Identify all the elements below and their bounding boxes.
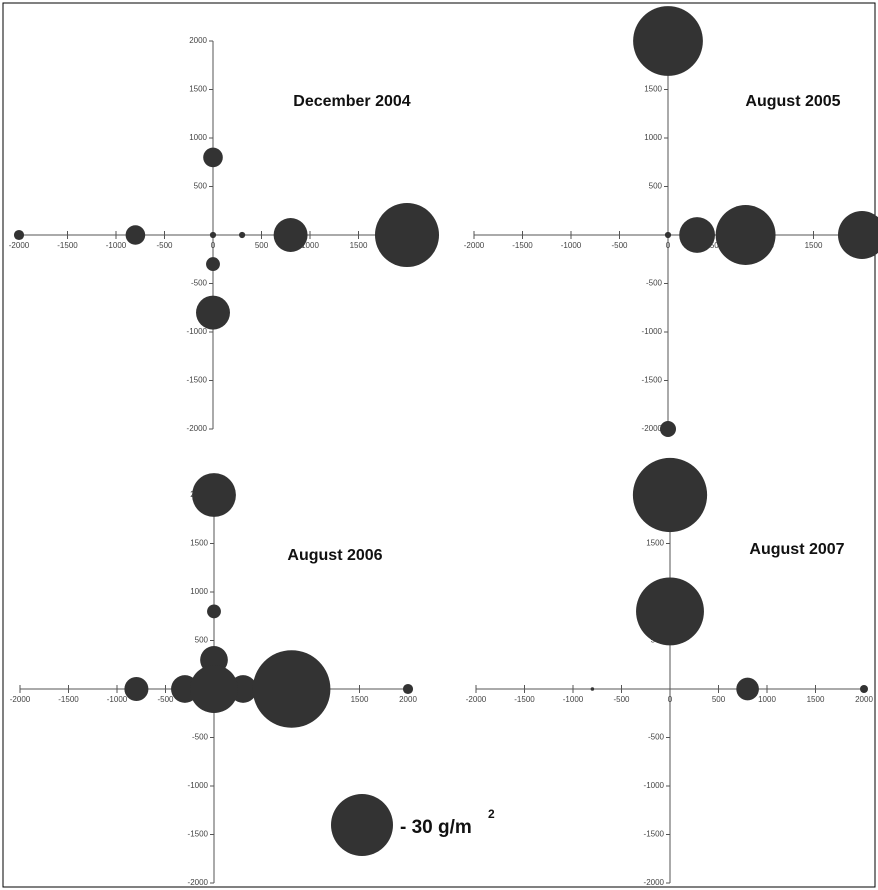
bubble — [859, 684, 869, 694]
y-tick-label: 1500 — [646, 539, 664, 548]
y-tick-label: -2000 — [644, 878, 665, 887]
y-tick-label: -1000 — [642, 327, 663, 336]
bubble — [189, 664, 239, 714]
bubble — [196, 295, 230, 330]
x-tick-label: 0 — [668, 695, 673, 704]
y-tick-label: -1500 — [642, 376, 663, 385]
bubble — [124, 676, 149, 702]
x-tick-label: -500 — [611, 241, 628, 250]
y-tick-label: -500 — [646, 279, 663, 288]
y-tick-label: -2000 — [188, 878, 209, 887]
y-tick-label: 500 — [649, 182, 663, 191]
x-tick-label: -2000 — [464, 241, 485, 250]
y-tick-label: 2000 — [189, 36, 207, 45]
chart-title: August 2005 — [745, 93, 840, 110]
x-tick-label: -2000 — [9, 241, 30, 250]
bubble — [633, 6, 703, 76]
x-tick-label: -1000 — [561, 241, 582, 250]
x-tick-label: -500 — [156, 241, 173, 250]
y-tick-label: -1500 — [644, 830, 665, 839]
y-tick-label: 500 — [194, 182, 208, 191]
x-tick-label: 0 — [666, 241, 671, 250]
y-tick-label: 1500 — [644, 85, 662, 94]
bubble — [374, 202, 440, 268]
chart-title: August 2007 — [749, 541, 844, 558]
x-tick-label: 500 — [712, 695, 726, 704]
bubble — [206, 257, 220, 272]
y-tick-label: -500 — [192, 733, 209, 742]
bubble — [252, 650, 331, 728]
y-tick-label: 1000 — [644, 133, 662, 142]
legend-superscript: 2 — [488, 807, 495, 821]
y-tick-label: 1500 — [190, 539, 208, 548]
x-tick-label: 1500 — [807, 695, 825, 704]
bubble — [636, 577, 704, 646]
y-tick-label: -1000 — [644, 781, 665, 790]
chart-title: December 2004 — [293, 93, 411, 110]
bubble — [125, 225, 146, 245]
bubble — [736, 677, 759, 701]
x-tick-label: 2000 — [855, 695, 873, 704]
bubble — [664, 231, 672, 239]
x-tick-label: -1500 — [514, 695, 535, 704]
x-tick-label: -1000 — [107, 695, 128, 704]
y-tick-label: 500 — [195, 636, 209, 645]
bubble — [679, 217, 715, 253]
x-tick-label: 2000 — [399, 695, 417, 704]
x-tick-label: 1500 — [805, 241, 823, 250]
bubble — [837, 210, 878, 260]
x-tick-label: 1000 — [758, 695, 776, 704]
x-tick-label: -1500 — [57, 241, 78, 250]
x-tick-label: -1500 — [58, 695, 79, 704]
y-tick-label: -1000 — [187, 327, 208, 336]
x-tick-label: 1500 — [350, 241, 368, 250]
x-tick-label: -1000 — [106, 241, 127, 250]
x-tick-label: -2000 — [10, 695, 31, 704]
y-tick-label: 1000 — [190, 587, 208, 596]
bubble — [192, 473, 236, 517]
x-tick-label: -500 — [157, 695, 174, 704]
y-tick-label: 1000 — [189, 133, 207, 142]
y-tick-label: -2000 — [187, 424, 208, 433]
x-tick-label: -500 — [613, 695, 630, 704]
y-tick-label: -500 — [648, 733, 665, 742]
x-tick-label: 0 — [211, 241, 216, 250]
x-tick-label: -1000 — [563, 695, 584, 704]
y-tick-label: 1500 — [189, 85, 207, 94]
x-tick-label: -2000 — [466, 695, 487, 704]
bubble — [239, 231, 246, 239]
x-tick-label: 500 — [710, 241, 724, 250]
bubble — [632, 457, 708, 533]
y-tick-label: -1500 — [187, 376, 208, 385]
bubble — [659, 420, 677, 438]
x-tick-label: 500 — [255, 241, 269, 250]
y-tick-label: -500 — [191, 279, 208, 288]
bubble — [203, 147, 223, 168]
bubble — [13, 229, 25, 241]
legend-bubble — [331, 794, 393, 856]
bubble — [402, 683, 414, 695]
bubble — [207, 604, 221, 619]
chart-title: August 2006 — [287, 547, 382, 564]
x-tick-label: 1500 — [351, 695, 369, 704]
y-tick-label: -1500 — [188, 830, 209, 839]
bubble — [273, 218, 308, 252]
x-tick-label: 1000 — [301, 241, 319, 250]
bubble — [590, 687, 595, 691]
bubble — [209, 231, 217, 239]
y-tick-label: -2000 — [642, 424, 663, 433]
x-tick-label: -1500 — [512, 241, 533, 250]
bubble — [715, 205, 776, 265]
legend-label: - 30 g/m — [400, 817, 472, 838]
y-tick-label: -1000 — [188, 781, 209, 790]
